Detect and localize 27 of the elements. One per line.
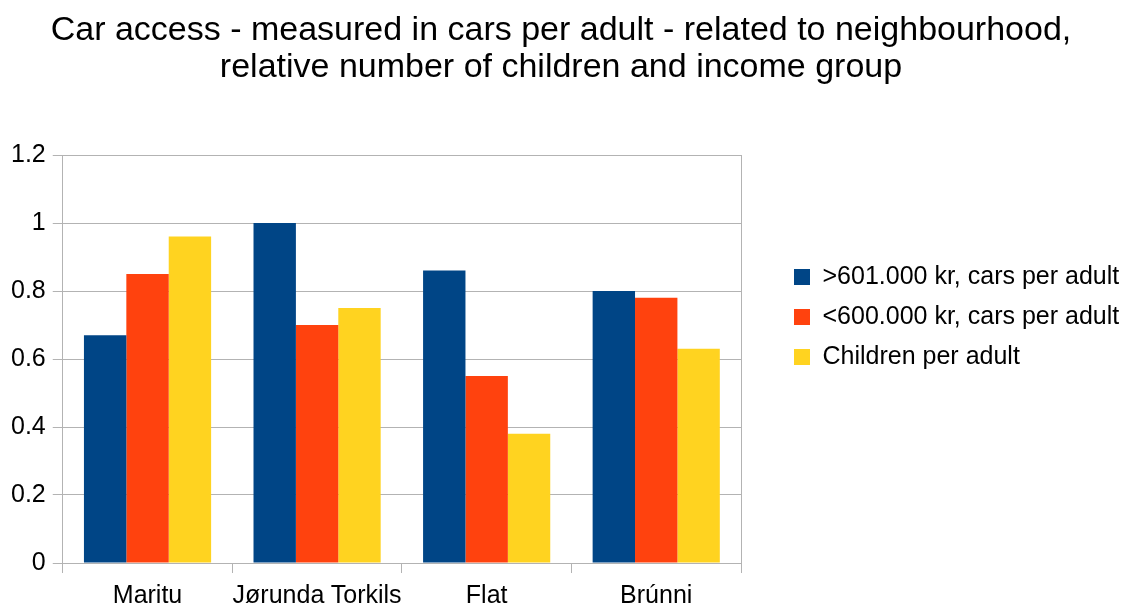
bar	[338, 308, 381, 563]
x-tick-label: Jørunda Torkils	[232, 579, 402, 608]
bar	[507, 433, 551, 563]
bar	[295, 325, 339, 563]
x-tick-label: Flat	[465, 579, 508, 608]
bar	[592, 291, 636, 563]
bar	[168, 236, 212, 563]
legend-label: >601.000 kr, cars per adult	[822, 260, 1120, 289]
y-tick-label: 1.2	[10, 138, 46, 167]
y-tick-label: 0.8	[10, 274, 46, 303]
legend-label: <600.000 kr, cars per adult	[822, 300, 1120, 329]
chart-title: Car access - measured in cars per adult - related to neighbourhood, relative number of children and income group	[49, 9, 1073, 84]
bar	[423, 270, 466, 563]
y-tick-label: 1	[31, 206, 46, 235]
x-tick-label: Maritu	[112, 579, 183, 608]
bar	[126, 274, 169, 563]
bar	[465, 376, 508, 563]
y-tick-label: 0	[31, 546, 46, 575]
bar	[635, 297, 678, 563]
x-tick-label: Brúnni	[620, 579, 693, 608]
bar	[677, 348, 720, 563]
legend-label: Children per adult	[822, 340, 1020, 369]
y-tick-label: 0.2	[10, 478, 46, 507]
bar	[83, 335, 127, 563]
bar	[253, 223, 296, 563]
y-tick-label: 0.6	[10, 342, 46, 371]
y-tick-label: 0.4	[10, 410, 46, 439]
